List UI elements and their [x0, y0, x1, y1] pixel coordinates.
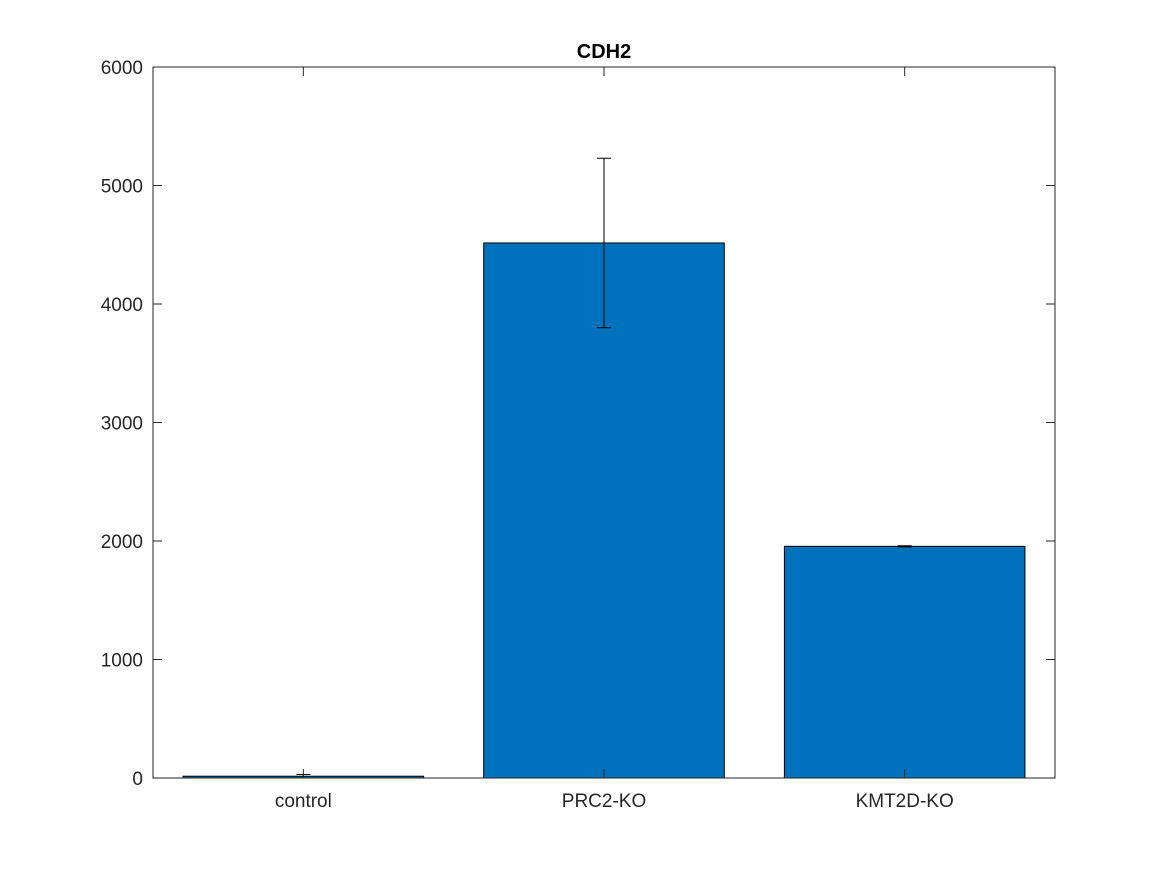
- tick-labels-layer: 0 1000 2000 3000 4000 5000 6000 control PRC2-KO K…: [101, 58, 954, 812]
- x-tick-label: PRC2-KO: [562, 791, 646, 812]
- chart-title: CDH2: [577, 41, 631, 63]
- y-tick-label: 4000: [101, 295, 143, 316]
- error-bar-kmt2d-ko: [897, 545, 912, 548]
- bar-prc2-ko: [483, 242, 725, 779]
- y-tick-label: 1000: [101, 651, 143, 672]
- ticks-layer: [153, 66, 1055, 779]
- bars-layer: [182, 242, 1026, 779]
- y-tick-label: 3000: [101, 414, 143, 435]
- y-tick-label: 2000: [101, 532, 143, 553]
- bar-kmt2d-ko: [783, 545, 1026, 779]
- x-tick-label: KMT2D-KO: [856, 791, 954, 812]
- y-tick-label: 0: [132, 769, 143, 790]
- x-tick-label: control: [275, 791, 332, 812]
- y-tick-label: 6000: [101, 58, 143, 79]
- y-tick-label: 5000: [101, 177, 143, 198]
- error-bar-prc2-ko: [597, 157, 611, 329]
